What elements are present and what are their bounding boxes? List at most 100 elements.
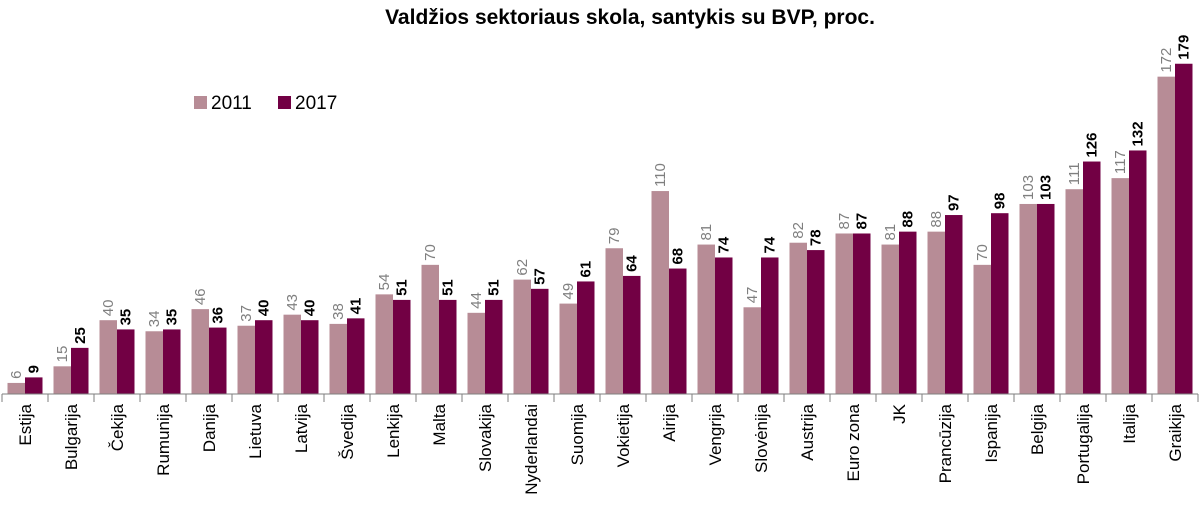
bar-2017-vengrija [715, 257, 733, 394]
legend: 2011 2017 [194, 93, 337, 114]
value-label-2017-austrija: 78 [808, 229, 825, 246]
bar-2017-nyderlandai [531, 288, 549, 394]
bar-2017-danija [209, 327, 227, 394]
category-label-cekija: Čekija [108, 403, 127, 451]
category-label-prancuzija: Prancūzija [936, 403, 955, 483]
bar-2011-euro-zona [835, 233, 853, 394]
bar-2011-slovakija [467, 312, 485, 394]
bar-2017-lietuva [255, 320, 273, 394]
value-label-2011-danija: 46 [192, 288, 209, 305]
category-label-slovakija: Slovakija [476, 403, 495, 472]
value-label-2011-suomija: 49 [560, 283, 577, 300]
value-label-2017-svedija: 41 [348, 298, 365, 315]
value-label-2011-prancuzija: 88 [928, 211, 945, 228]
value-label-2011-nyderlandai: 62 [514, 259, 531, 276]
bar-2017-lenkija [393, 299, 411, 394]
bar-2017-malta [439, 299, 457, 394]
category-label-svedija: Švedija [338, 403, 357, 459]
bar-2017-jk [899, 231, 917, 394]
bar-2017-suomija [577, 281, 595, 394]
category-label-italija: Italija [1120, 403, 1139, 443]
category-label-jk: JK [890, 403, 909, 424]
value-label-2011-estija: 6 [8, 371, 25, 379]
value-label-2011-vengrija: 81 [698, 224, 715, 241]
bar-2011-vengrija [697, 244, 715, 394]
bar-2017-graikija [1175, 63, 1193, 395]
value-label-2011-rumunija: 34 [146, 311, 163, 328]
value-label-2011-vokietija: 79 [606, 228, 623, 245]
value-label-2017-latvija: 40 [302, 300, 319, 317]
bar-2011-suomija [559, 303, 577, 394]
value-label-2017-slovenija: 74 [762, 236, 779, 253]
category-label-bulgarija: Bulgarija [62, 403, 81, 470]
value-label-2011-belgija: 103 [1020, 175, 1037, 200]
legend-swatch-2011 [194, 96, 207, 109]
bar-2011-vokietija [605, 248, 623, 394]
value-label-2011-svedija: 38 [330, 303, 347, 320]
bar-2011-rumunija [145, 331, 163, 394]
value-label-2011-slovakija: 44 [468, 292, 485, 309]
category-label-malta: Malta [430, 403, 449, 445]
bar-2011-airija [651, 191, 669, 394]
category-label-slovenija: Slovėnija [752, 403, 771, 473]
value-label-2017-lenkija: 51 [394, 279, 411, 296]
category-label-euro-zona: Euro zona [844, 403, 863, 481]
bar-2017-portugalija [1083, 161, 1101, 394]
value-label-2017-nyderlandai: 57 [532, 268, 549, 285]
bar-2011-italija [1111, 178, 1129, 394]
value-label-2017-suomija: 61 [578, 261, 595, 278]
category-label-lietuva: Lietuva [246, 403, 265, 458]
value-label-2011-ispanija: 70 [974, 244, 991, 261]
category-label-danija: Danija [200, 403, 219, 452]
bar-2017-slovakija [485, 299, 503, 394]
category-label-rumunija: Rumunija [154, 403, 173, 475]
value-label-2017-ispanija: 98 [992, 193, 1009, 210]
value-label-2011-lietuva: 37 [238, 305, 255, 322]
value-label-2011-lenkija: 54 [376, 274, 393, 291]
category-label-vengrija: Vengrija [706, 403, 725, 465]
bar-2017-italija [1129, 150, 1147, 394]
category-label-suomija: Suomija [568, 403, 587, 465]
value-label-2017-estija: 9 [26, 365, 43, 373]
bar-2011-ispanija [973, 264, 991, 394]
bar-2011-prancuzija [927, 231, 945, 394]
bar-2011-bulgarija [53, 366, 71, 394]
value-label-2017-prancuzija: 97 [946, 194, 963, 211]
bar-2017-slovenija [761, 257, 779, 394]
bar-2011-estija [7, 382, 25, 394]
value-label-2017-lietuva: 40 [256, 300, 273, 317]
category-label-vokietija: Vokietija [614, 403, 633, 467]
category-label-austrija: Austrija [798, 403, 817, 460]
value-label-2017-belgija: 103 [1038, 175, 1055, 200]
bar-2017-estija [25, 377, 43, 394]
category-label-lenkija: Lenkija [384, 403, 403, 457]
bar-2011-malta [421, 264, 439, 394]
value-label-2017-vokietija: 64 [624, 255, 641, 272]
value-label-2011-slovenija: 47 [744, 287, 761, 304]
bar-2011-portugalija [1065, 189, 1083, 394]
bar-2011-belgija [1019, 203, 1037, 394]
value-label-2017-portugalija: 126 [1084, 132, 1101, 157]
bar-2017-prancuzija [945, 215, 963, 394]
bar-2011-latvija [283, 314, 301, 394]
value-label-2017-bulgarija: 25 [72, 327, 89, 344]
category-label-graikija: Graikija [1166, 403, 1185, 461]
category-label-ispanija: Ispanija [982, 403, 1001, 462]
value-label-2017-slovakija: 51 [486, 279, 503, 296]
value-label-2017-italija: 132 [1130, 121, 1147, 146]
legend-swatch-2017 [278, 96, 291, 109]
value-label-2017-jk: 88 [900, 211, 917, 228]
bar-2011-lietuva [237, 325, 255, 394]
value-label-2017-euro-zona: 87 [854, 213, 871, 230]
value-label-2011-cekija: 40 [100, 300, 117, 317]
value-label-2017-rumunija: 35 [164, 309, 181, 326]
value-label-2011-graikija: 172 [1158, 48, 1175, 73]
bar-2017-euro-zona [853, 233, 871, 394]
bar-2017-ispanija [991, 213, 1009, 394]
bar-2011-nyderlandai [513, 279, 531, 394]
bar-2011-jk [881, 244, 899, 394]
bar-2011-graikija [1157, 76, 1175, 394]
bar-2017-latvija [301, 320, 319, 394]
